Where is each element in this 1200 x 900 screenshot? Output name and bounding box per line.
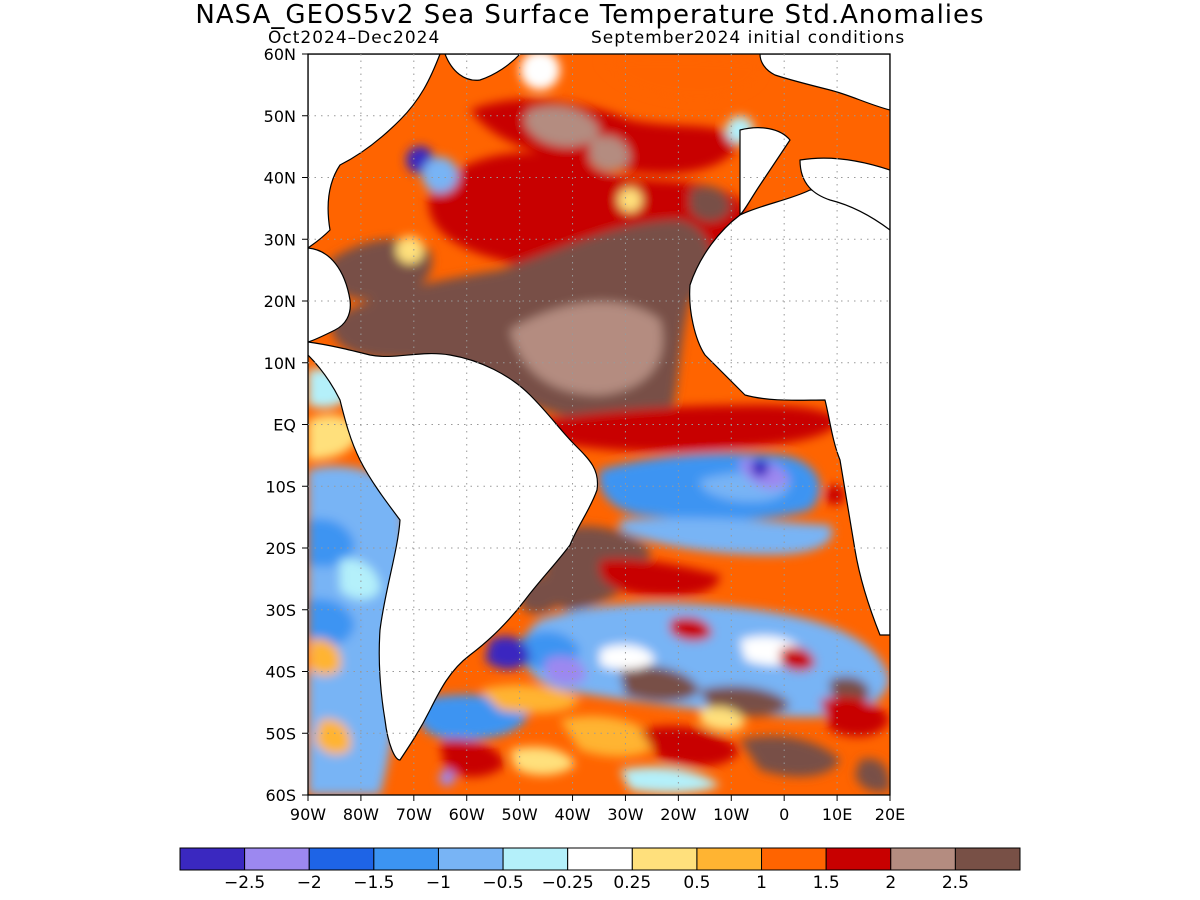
lon-tick-label: 20E — [875, 805, 905, 824]
lat-tick-label: 10N — [264, 354, 296, 373]
colorbar-swatch — [308, 847, 375, 871]
colorbar-label: −1 — [426, 873, 451, 893]
lon-tick-label: 50W — [502, 805, 538, 824]
colorbar-label: 0.25 — [613, 873, 651, 893]
longitude-labels: 90W 80W 70W 60W 50W 40W 30W 20W 10W 0 10E 20E — [290, 805, 905, 824]
colorbar-swatch — [825, 847, 892, 871]
colorbar-label: −2 — [297, 873, 322, 893]
latitude-labels: 60N 50N 40N 30N 20N 10N EQ 10S 20S 30S 40S 50S 60S — [264, 45, 296, 805]
lat-tick-label: 10S — [265, 477, 296, 496]
lon-tick-label: 30W — [607, 805, 643, 824]
lon-tick-label: 10E — [822, 805, 852, 824]
lon-tick-label: 20W — [660, 805, 696, 824]
lat-tick-label: 40N — [264, 169, 296, 188]
lat-tick-label: EQ — [273, 416, 296, 435]
landmass — [308, 54, 890, 761]
lat-tick-label: 60N — [264, 45, 296, 64]
colorbar-swatch — [244, 847, 310, 871]
colorbar-swatch — [631, 847, 698, 871]
colorbar-label: −1.5 — [353, 873, 394, 893]
lon-tick-label: 60W — [449, 805, 485, 824]
colorbar: −2.5 −2 −1.5 −1 −0.5 −0.25 0.25 0.5 1 1.5 2 2.5 — [179, 847, 1021, 893]
lon-tick-label: 90W — [290, 805, 326, 824]
colorbar-label: 2 — [885, 873, 896, 893]
lat-tick-label: 30S — [265, 601, 296, 620]
colorbar-swatch — [567, 847, 633, 871]
lat-tick-label: 40S — [265, 663, 296, 682]
colorbar-label: 0.5 — [683, 873, 710, 893]
colorbar-swatch — [890, 847, 956, 871]
lon-tick-label: 40W — [554, 805, 590, 824]
map-title: NASA_GEOS5v2 Sea Surface Temperature Std… — [195, 0, 985, 30]
colorbar-label: 1 — [756, 873, 767, 893]
colorbar-label: 1.5 — [813, 873, 840, 893]
colorbar-swatch — [954, 847, 1021, 871]
colorbar-swatch — [761, 847, 827, 871]
graticule — [308, 54, 890, 795]
colorbar-label: −2.5 — [224, 873, 265, 893]
colorbar-label: −0.5 — [482, 873, 523, 893]
colorbar-label: −0.25 — [542, 873, 594, 893]
forecast-period: Oct2024–Dec2024 — [268, 28, 441, 48]
anomaly-field — [308, 54, 890, 795]
map-ticks — [302, 53, 891, 801]
lat-tick-label: 50N — [264, 107, 296, 126]
colorbar-swatch — [373, 847, 439, 871]
lat-tick-label: 20S — [265, 539, 296, 558]
lat-tick-label: 30N — [264, 230, 296, 249]
lat-tick-label: 20N — [264, 292, 296, 311]
colorbar-swatch — [179, 847, 246, 871]
colorbar-label: 2.5 — [942, 873, 969, 893]
lon-tick-label: 80W — [343, 805, 379, 824]
lon-tick-label: 0 — [779, 805, 789, 824]
colorbar-swatch — [502, 847, 569, 871]
lat-tick-label: 50S — [265, 724, 296, 743]
lon-tick-label: 70W — [396, 805, 432, 824]
initial-conditions: September2024 initial conditions — [591, 28, 906, 48]
lat-tick-label: 60S — [265, 786, 296, 805]
lon-tick-label: 10W — [713, 805, 749, 824]
colorbar-swatch — [696, 847, 763, 871]
colorbar-swatch — [437, 847, 504, 871]
